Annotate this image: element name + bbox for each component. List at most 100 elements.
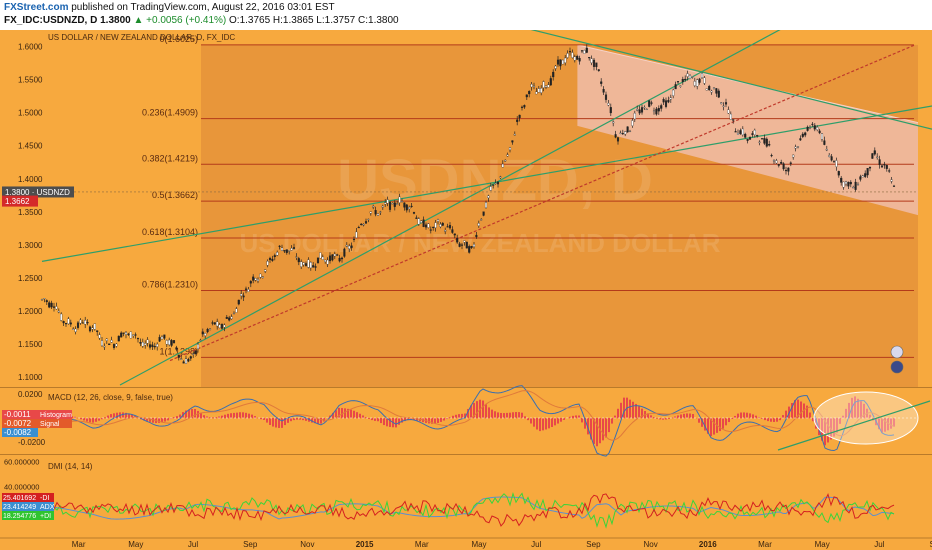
brand-name[interactable]: FXStreet.com [4,2,69,13]
candle-body [818,130,821,134]
candle-body [880,165,884,168]
macd-histogram-bar [680,414,682,419]
candle-body [600,81,603,84]
macd-histogram-bar [599,418,601,444]
candle-body [576,55,579,60]
candle-body [206,329,209,333]
candle-body [552,71,555,78]
macd-histogram-bar [242,412,244,419]
macd-histogram-bar [287,418,289,423]
candle-body [331,254,334,261]
macd-histogram-bar [203,415,205,419]
candle-body [312,265,315,268]
candle-body [170,340,173,346]
candle-body [751,133,754,135]
macd-histogram-bar [581,418,583,423]
macd-histogram-bar [467,408,469,419]
candle-body [796,146,800,148]
macd-histogram-bar [404,418,406,422]
y-tick-label: 1.3000 [18,241,43,250]
candle-body [840,177,843,183]
dmi-value-tag: 25.401692 -DI [2,493,54,502]
candle-body [648,100,651,107]
candle-body [182,361,185,364]
x-tick-label: 2015 [356,540,374,549]
macd-histogram-bar [365,417,367,419]
candle-body [722,105,725,107]
macd-histogram-bar [251,414,253,419]
macd-histogram-bar [707,418,709,434]
macd-histogram-bar [713,418,715,435]
candle-body [842,181,845,188]
candle-body [302,262,305,265]
price-chart[interactable]: USDNZD, DUS DOLLAR / NEW ZEALAND DOLLAR0… [0,30,932,550]
candle-body [734,131,737,133]
candle-body [112,344,116,348]
candle-body [566,53,569,58]
candle-body [837,171,840,176]
macd-trendline [777,400,931,451]
macd-histogram-bar [491,409,493,419]
candle-body [528,91,531,95]
candle-body [432,226,435,228]
dmi-tag-name-bg [38,511,54,520]
candle-body [84,320,87,325]
candle-body [160,336,164,340]
fib-level-label: 0.786(1.2310) [142,279,198,289]
candle-body [228,317,231,321]
macd-histogram-bar [731,418,733,419]
candle-body [57,310,60,313]
candle-body [372,206,375,208]
candles-group [40,44,896,364]
macd-histogram-bar [299,418,301,420]
candle-body [172,340,176,344]
macd-histogram-bar [386,418,388,427]
macd-histogram-bar [746,412,748,419]
candle-body [441,222,444,226]
macd-histogram-bar [215,417,217,419]
candle-body [105,338,108,341]
macd-histogram-bar [185,410,187,419]
candle-body [163,334,166,339]
dmi-tag-bg [2,511,38,520]
candle-body [230,316,233,320]
candle-body [40,299,44,301]
candle-body [801,133,804,137]
macd-histogram-bar [740,412,742,419]
candle-body [254,278,257,281]
macd-histogram-bar [332,412,334,419]
macd-histogram-bar [728,418,730,423]
macd-histogram-bar [149,418,151,422]
candle-body [504,160,507,162]
macd-histogram-bar [608,418,610,433]
candle-body [276,252,279,256]
candle-body [530,84,533,88]
macd-histogram-bar [89,418,91,423]
settings-icon[interactable] [890,360,904,374]
macd-histogram-bar [848,402,850,419]
last-price: 1.3800 [100,15,131,26]
candle-body [849,181,852,185]
candle-body [724,102,728,105]
macd-histogram-bar [338,407,340,419]
candle-body [864,173,867,177]
candle-body [429,229,432,231]
macd-histogram-bar [488,407,490,419]
candle-body [463,240,466,243]
candle-body [691,76,694,78]
macd-histogram-bar [530,418,532,424]
candle-body [283,250,286,252]
candle-body [237,299,240,305]
macd-value-tag: -0.0082 [2,428,38,437]
compare-icon[interactable] [890,345,904,359]
dmi-tag-name: +DI [40,513,51,520]
candle-body [396,203,399,205]
candle-body [273,255,276,258]
candle-body [223,324,226,328]
candle-body [280,247,284,251]
candle-body [379,211,382,213]
macd-histogram-bar [689,413,691,419]
macd-histogram-bar [842,415,844,419]
candle-body [640,107,644,113]
candle-body [436,219,440,222]
